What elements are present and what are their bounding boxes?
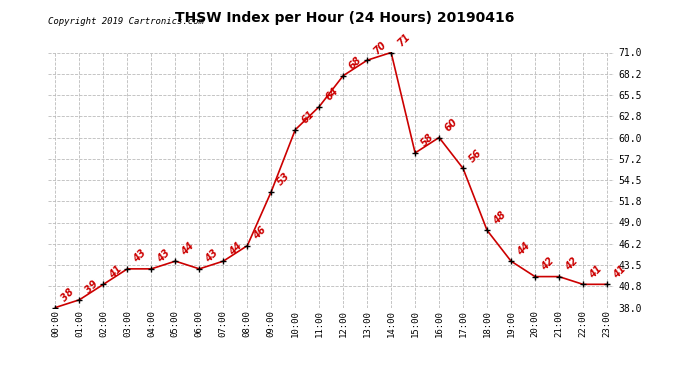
- Text: Copyright 2019 Cartronics.com: Copyright 2019 Cartronics.com: [48, 17, 204, 26]
- Text: 44: 44: [228, 240, 244, 257]
- Text: 53: 53: [275, 171, 292, 188]
- Text: 41: 41: [587, 264, 604, 280]
- Text: 43: 43: [132, 248, 148, 265]
- Text: 61: 61: [299, 109, 316, 126]
- Text: THSW Index per Hour (24 Hours) 20190416: THSW Index per Hour (24 Hours) 20190416: [175, 11, 515, 25]
- Text: 44: 44: [179, 240, 196, 257]
- Text: 60: 60: [443, 117, 460, 134]
- Text: 48: 48: [491, 210, 508, 226]
- Text: 42: 42: [539, 256, 555, 272]
- Text: 38: 38: [59, 287, 77, 303]
- Text: 68: 68: [347, 55, 364, 72]
- Text: 42: 42: [563, 256, 580, 272]
- Text: 64: 64: [324, 86, 340, 102]
- Text: 43: 43: [204, 248, 220, 265]
- Text: 56: 56: [467, 148, 484, 164]
- Text: 58: 58: [420, 132, 436, 149]
- Text: 71: 71: [395, 32, 412, 48]
- Text: 44: 44: [515, 240, 532, 257]
- Text: 41: 41: [611, 264, 628, 280]
- Text: 46: 46: [251, 225, 268, 242]
- Text: THSW  (°F): THSW (°F): [535, 24, 593, 34]
- Text: 41: 41: [108, 264, 124, 280]
- Text: 39: 39: [83, 279, 100, 296]
- Text: 70: 70: [371, 39, 388, 56]
- Text: 43: 43: [155, 248, 172, 265]
